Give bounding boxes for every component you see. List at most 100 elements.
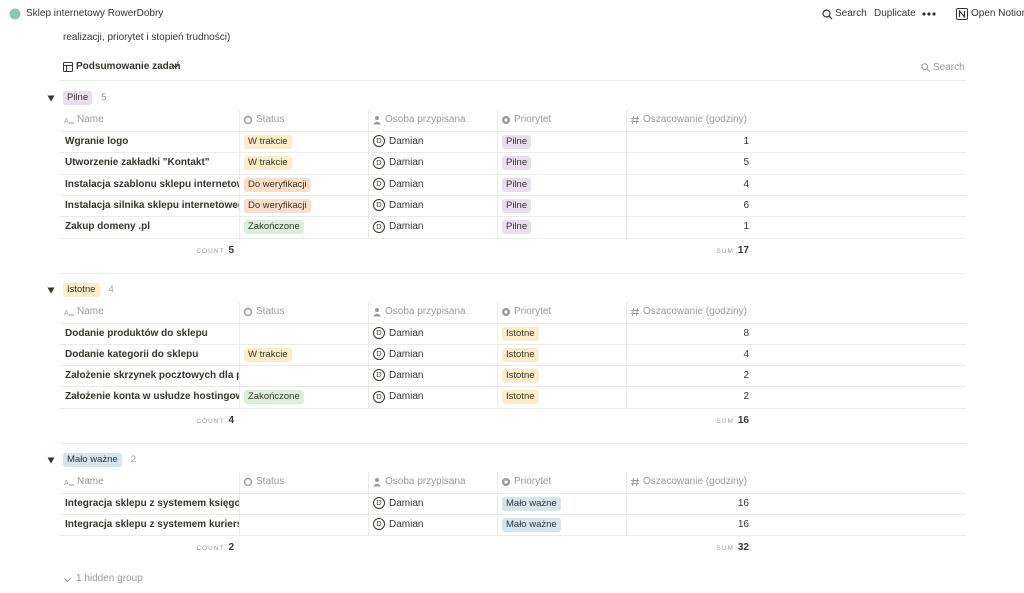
group-toggle[interactable]	[47, 456, 55, 464]
column-icon-svg	[373, 307, 381, 316]
person-cell[interactable]: D Damian	[368, 323, 497, 344]
status-tag: Zakończone	[244, 220, 304, 235]
name-cell[interactable]: Założenie skrzynek pocztowych dla pracow…	[60, 365, 239, 386]
hours-cell[interactable]: 8	[626, 323, 755, 344]
status-cell[interactable]: Zakończone	[239, 216, 368, 237]
priority-cell[interactable]: Pilne	[497, 216, 626, 237]
status-cell[interactable]	[239, 365, 368, 386]
column-header[interactable]: Osoba przypisana	[385, 475, 466, 487]
person-cell[interactable]: D Damian	[368, 152, 497, 173]
priority-cell[interactable]: Istotne	[497, 323, 626, 344]
column-divider	[239, 110, 240, 238]
priority-cell[interactable]: Pilne	[497, 131, 626, 152]
more-button[interactable]	[922, 12, 936, 16]
name-cell[interactable]: Założenie konta w usłudze hostingowej	[60, 386, 239, 407]
hours-cell[interactable]: 16	[626, 493, 755, 514]
person-cell[interactable]: D Damian	[368, 216, 497, 237]
name-cell[interactable]: Integracja sklepu z systemem księgowym	[60, 493, 239, 514]
person-cell[interactable]: D Damian	[368, 386, 497, 407]
column-icon	[630, 307, 640, 317]
status-cell[interactable]: W trakcie	[239, 152, 368, 173]
column-header[interactable]: Status	[256, 305, 285, 317]
priority-cell[interactable]: Istotne	[497, 344, 626, 365]
status-cell[interactable]	[239, 493, 368, 514]
view-chevron[interactable]	[172, 64, 179, 69]
column-header[interactable]: Name	[77, 305, 104, 317]
footer-count: COUNT 4	[60, 415, 234, 426]
priority-cell[interactable]: Mało ważne	[497, 514, 626, 535]
priority-cell[interactable]: Istotne	[497, 386, 626, 407]
name-cell[interactable]: Dodanie produktów do sklepu	[60, 323, 239, 344]
row-divider	[60, 535, 966, 537]
hours-cell[interactable]: 2	[626, 386, 755, 407]
name-cell[interactable]: Instalacja silnika sklepu internetowego	[60, 195, 239, 216]
avatar: D	[373, 156, 385, 169]
status-cell[interactable]: W trakcie	[239, 131, 368, 152]
view-tab[interactable]: Podsumowanie zadań	[76, 61, 181, 72]
status-tag: Do weryfikacji	[244, 177, 311, 192]
duplicate-button[interactable]: Duplicate	[874, 8, 916, 19]
person-cell[interactable]: D Damian	[368, 344, 497, 365]
page-icon	[9, 8, 21, 20]
person-name: Damian	[389, 348, 424, 360]
priority-cell[interactable]: Pilne	[497, 195, 626, 216]
person-cell[interactable]: D Damian	[368, 365, 497, 386]
name-cell[interactable]: Zakup domeny .pl	[60, 216, 239, 237]
column-header[interactable]: Name	[77, 114, 104, 125]
hidden-groups[interactable]: 1 hidden group	[76, 573, 143, 584]
column-header[interactable]: Name	[77, 475, 104, 487]
status-cell[interactable]	[239, 323, 368, 344]
column-header[interactable]: Status	[256, 475, 285, 487]
hours-cell[interactable]: 4	[626, 174, 755, 195]
column-divider	[497, 110, 498, 238]
name-cell[interactable]: Wgranie logo	[60, 131, 239, 152]
status-cell[interactable]: W trakcie	[239, 344, 368, 365]
avatar: D	[373, 348, 385, 361]
view-search[interactable]: Search	[933, 62, 965, 73]
hours-cell[interactable]: 16	[626, 514, 755, 535]
column-header[interactable]: Priorytet	[514, 114, 552, 125]
name-cell[interactable]: Utworzenie zakładki "Kontakt"	[60, 152, 239, 173]
hours-cell[interactable]: 6	[626, 195, 755, 216]
priority-cell[interactable]: Pilne	[497, 174, 626, 195]
group-toggle[interactable]	[47, 94, 55, 102]
person-cell[interactable]: D Damian	[368, 174, 497, 195]
row-divider	[60, 216, 966, 218]
status-cell[interactable]: Do weryfikacji	[239, 174, 368, 195]
column-header[interactable]: Osoba przypisana	[385, 114, 466, 125]
column-header[interactable]: Priorytet	[514, 475, 552, 487]
priority-cell[interactable]: Istotne	[497, 365, 626, 386]
hours-cell[interactable]: 4	[626, 344, 755, 365]
column-icon-svg: A	[64, 480, 74, 487]
priority-tag: Pilne	[502, 198, 532, 213]
name-cell[interactable]: Dodanie kategorii do sklepu	[60, 344, 239, 365]
column-header[interactable]: Oszacowanie (godziny)	[643, 305, 747, 317]
person-cell[interactable]: D Damian	[368, 131, 497, 152]
status-cell[interactable]	[239, 514, 368, 535]
column-header[interactable]: Oszacowanie (godziny)	[643, 475, 747, 487]
name-cell[interactable]: Integracja sklepu z systemem kurierskim	[60, 514, 239, 535]
column-header[interactable]: Oszacowanie (godziny)	[643, 114, 747, 125]
status-cell[interactable]: Zakończone	[239, 386, 368, 407]
priority-cell[interactable]: Mało ważne	[497, 493, 626, 514]
status-cell[interactable]: Do weryfikacji	[239, 195, 368, 216]
hidden-chevron[interactable]	[64, 575, 71, 583]
hours-cell[interactable]: 5	[626, 152, 755, 173]
hours-cell[interactable]: 1	[626, 131, 755, 152]
open-notion-button[interactable]: Open Notion	[971, 8, 1024, 19]
priority-cell[interactable]: Pilne	[497, 152, 626, 173]
name-cell[interactable]: Instalacja szablonu sklepu internetowego	[60, 174, 239, 195]
column-header[interactable]: Status	[256, 114, 285, 125]
search-button[interactable]: Search	[835, 8, 867, 19]
column-header[interactable]: Osoba przypisana	[385, 305, 466, 317]
column-header[interactable]: Priorytet	[514, 305, 552, 317]
person-cell[interactable]: D Damian	[368, 514, 497, 535]
hours-cell[interactable]: 1	[626, 216, 755, 237]
person-cell[interactable]: D Damian	[368, 195, 497, 216]
group-toggle[interactable]	[47, 286, 55, 293]
person-cell[interactable]: D Damian	[368, 493, 497, 514]
hours-cell[interactable]: 2	[626, 365, 755, 386]
row-divider	[60, 237, 966, 239]
page-title[interactable]: Sklep internetowy RowerDobry	[26, 8, 164, 19]
column-icon	[630, 115, 640, 125]
